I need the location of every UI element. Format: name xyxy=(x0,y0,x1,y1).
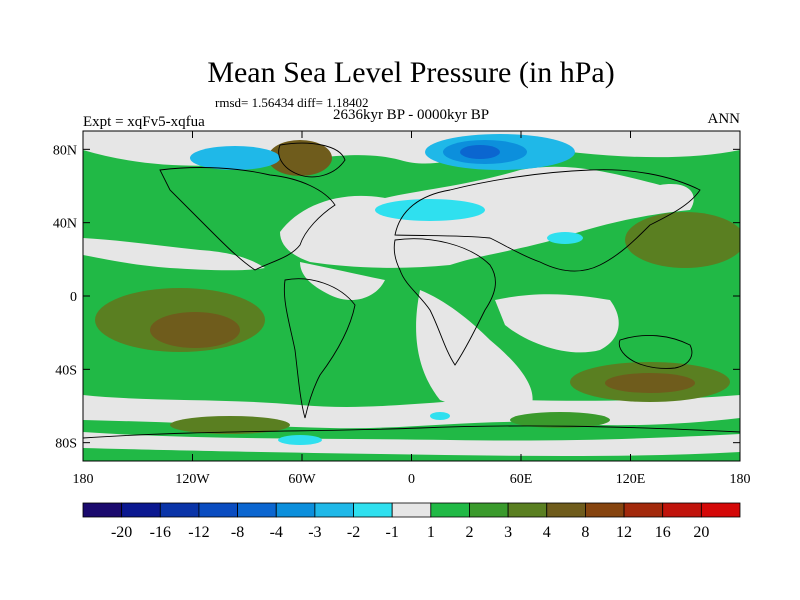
colorbar-label: -20 xyxy=(111,524,132,541)
region-siberia-minus4 xyxy=(460,145,500,159)
colorbar-swatch xyxy=(430,502,470,518)
colorbar-swatch xyxy=(662,502,702,518)
colorbar-label: 8 xyxy=(581,524,589,541)
colorbar-label: 20 xyxy=(693,524,709,541)
colorbar-swatch xyxy=(82,502,123,518)
colorbar-label: 4 xyxy=(543,524,551,541)
coast-antarctica xyxy=(83,425,740,439)
y-tick-label: 40N xyxy=(53,217,77,232)
colorbar-swatch xyxy=(314,502,354,518)
coast-australia xyxy=(618,335,693,369)
region-asia-minus1 xyxy=(547,232,583,244)
region-weddell-minus1 xyxy=(430,412,450,420)
y-tick-label: 80N xyxy=(53,143,77,158)
colorbar-label: -8 xyxy=(231,524,244,541)
region-southeast-pacific-8 xyxy=(605,373,695,393)
region-tropic-grey xyxy=(300,262,385,300)
colorbar-swatch xyxy=(507,502,548,518)
colorbar-swatch xyxy=(391,502,432,518)
region-southern-ocean-4 xyxy=(170,416,290,434)
region-antarctic-minus1 xyxy=(278,435,322,445)
region-greenland-8 xyxy=(268,140,332,176)
colorbar-label: -2 xyxy=(347,524,360,541)
coast-south-america xyxy=(283,278,356,419)
coastlines xyxy=(83,142,740,439)
y-axis: 80N 40N 0 40S 80S xyxy=(53,143,740,452)
region-central-pacific-8 xyxy=(150,312,240,348)
colorbar-swatch xyxy=(469,502,509,518)
region-eurasia-grey xyxy=(280,166,694,268)
colorbar-swatch xyxy=(700,502,741,518)
x-axis: 180 120W 60W 0 60E 120E 180 xyxy=(73,131,751,487)
region-indian-grey xyxy=(495,294,619,353)
colorbar-swatch xyxy=(353,502,393,518)
colorbar-label: 2 xyxy=(465,524,473,541)
period-label: 2636kyr BP - 0000kyr BP xyxy=(333,107,489,123)
region-south-atlantic-grey xyxy=(416,290,533,414)
colorbar-label: 12 xyxy=(616,524,632,541)
x-tick-label: 180 xyxy=(730,472,751,487)
coast-eurasia xyxy=(394,169,701,272)
colorbar-label: -1 xyxy=(386,524,399,541)
region-antarctic-grey xyxy=(83,432,740,456)
colorbar-swatch xyxy=(198,502,238,518)
x-tick-label: 60W xyxy=(288,472,316,487)
colorbar-label: 1 xyxy=(427,524,435,541)
negative-regions xyxy=(190,134,583,445)
positive-regions xyxy=(95,140,740,434)
coast-greenland xyxy=(278,142,346,178)
y-tick-label: 0 xyxy=(70,290,77,305)
colorbar-swatch xyxy=(159,502,200,518)
x-tick-label: 120W xyxy=(175,472,210,487)
colorbar-swatch xyxy=(121,502,161,518)
x-tick-label: 60E xyxy=(510,472,533,487)
map-field xyxy=(83,131,740,461)
colorbar: -20 -16 -12 -8 -4 -3 -2 -1 1 2 3 4 8 12 16 20 xyxy=(82,502,741,541)
colorbar-label: -4 xyxy=(270,524,283,541)
colorbar-label: 3 xyxy=(504,524,512,541)
coast-africa xyxy=(393,238,496,366)
region-europe-minus1 xyxy=(375,199,485,221)
colorbar-swatch xyxy=(237,502,277,518)
colorbar-label: 16 xyxy=(655,524,671,541)
region-north-pacific-4 xyxy=(625,212,740,268)
x-tick-label: 180 xyxy=(73,472,94,487)
x-tick-label: 0 xyxy=(408,472,415,487)
colorbar-swatch xyxy=(585,502,625,518)
colorbar-swatch xyxy=(275,502,316,518)
stats-label: rmsd= 1.56434 diff= 1.18402 xyxy=(215,95,368,110)
colorbar-label: -16 xyxy=(150,524,171,541)
coast-north-america xyxy=(159,167,336,271)
y-tick-label: 80S xyxy=(55,437,77,452)
region-pacific-grey xyxy=(83,238,265,271)
x-tick-label: 120E xyxy=(616,472,646,487)
colorbar-label: -3 xyxy=(308,524,321,541)
season-label: ANN xyxy=(708,111,741,127)
region-canada-minus2 xyxy=(190,146,280,170)
colorbar-swatch xyxy=(546,502,586,518)
experiment-label: Expt = xqFv5-xqfua xyxy=(83,114,205,130)
region-indian-ocean-3 xyxy=(510,412,610,428)
colorbar-label: -12 xyxy=(188,524,209,541)
colorbar-swatch xyxy=(623,502,664,518)
chart-title: Mean Sea Level Pressure (in hPa) xyxy=(207,56,614,89)
y-tick-label: 40S xyxy=(55,363,77,378)
